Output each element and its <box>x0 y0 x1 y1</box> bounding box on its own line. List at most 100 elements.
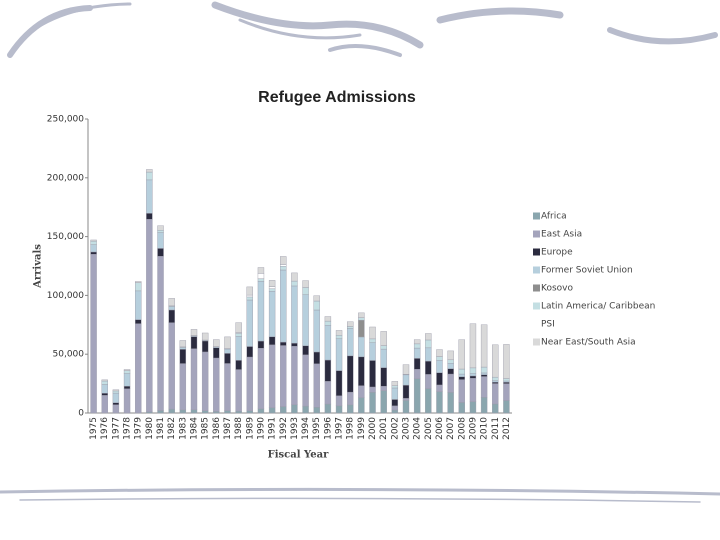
bar-segment <box>480 372 488 375</box>
legend-swatch <box>533 230 540 238</box>
bar-segment <box>469 367 477 374</box>
bar-segment <box>302 405 309 414</box>
bar-segment <box>123 369 131 371</box>
bar-segment <box>402 364 410 375</box>
x-tick-label: 1989 <box>245 417 255 440</box>
legend-swatch <box>533 284 540 292</box>
y-tick-label: 200,000 <box>47 173 84 183</box>
bar-segment <box>313 300 320 311</box>
bar-segment <box>402 374 410 386</box>
bar-segment <box>168 298 175 307</box>
bar-segment <box>492 344 499 378</box>
bar-segment <box>492 381 499 384</box>
bar-segment <box>347 391 354 406</box>
x-tick-label: 1983 <box>178 417 188 440</box>
bar-segment <box>268 280 276 287</box>
bar-segment <box>246 296 253 301</box>
bar-segment <box>369 342 376 361</box>
bar-segment <box>291 404 298 414</box>
legend-label: Former Soviet Union <box>541 266 633 276</box>
bar-segment <box>480 324 488 368</box>
bar-segment <box>179 349 187 364</box>
bar-segment <box>313 295 320 302</box>
bar-segment <box>157 232 164 249</box>
bar-segment <box>90 244 97 253</box>
x-tick-label: 1987 <box>223 417 233 440</box>
legend-swatch <box>533 248 540 256</box>
bar-segment <box>112 389 120 392</box>
x-tick-label: 1997 <box>335 417 345 440</box>
x-tick-label: 1976 <box>100 417 110 440</box>
bar-segment <box>425 374 432 389</box>
bar-segment <box>246 356 253 411</box>
bar-segment <box>458 376 465 380</box>
x-tick-label: 2001 <box>379 417 389 440</box>
bar-segment <box>146 213 153 220</box>
bar-segment <box>324 325 332 361</box>
legend-label: PSI <box>541 320 555 330</box>
bar-segment <box>402 384 410 399</box>
bar-segment <box>380 331 387 346</box>
bar-segment <box>391 381 399 386</box>
bar-segment <box>291 342 298 347</box>
bar-segment <box>480 366 488 374</box>
x-tick-label: 2009 <box>468 417 478 440</box>
y-tick-label: 50,000 <box>53 350 85 360</box>
bar-segment <box>257 281 265 342</box>
bar-segment <box>246 346 253 358</box>
bar-segment <box>246 294 253 298</box>
bar-segment <box>324 403 332 414</box>
bar-segment <box>380 385 387 391</box>
legend-label: Europe <box>541 248 573 258</box>
legend-label: Kosovo <box>541 284 573 294</box>
x-tick-label: 2005 <box>424 417 434 440</box>
legend-label: Africa <box>541 212 567 222</box>
bar-segment <box>492 376 499 381</box>
bar-segment <box>447 373 454 393</box>
x-tick-label: 1975 <box>89 417 99 440</box>
bar-segment <box>190 329 198 336</box>
bar-segment <box>425 333 432 341</box>
bar-segment <box>335 338 343 371</box>
bar-segment <box>369 360 376 388</box>
x-tick-label: 2004 <box>413 417 423 440</box>
bar-segment <box>168 309 175 323</box>
bar-segment <box>369 326 376 340</box>
bar-segment <box>101 384 108 394</box>
bar-segment <box>224 363 231 411</box>
bar-segment <box>469 375 477 379</box>
bar-segment <box>235 360 242 370</box>
x-tick-label: 2008 <box>457 417 467 440</box>
bar-segment <box>179 363 187 411</box>
x-tick-label: 1998 <box>346 417 356 440</box>
bar-segment <box>268 291 276 338</box>
bar-segment <box>436 372 443 386</box>
bar-segment <box>135 323 142 414</box>
bar-segment <box>492 380 499 383</box>
bar-segment <box>413 378 421 414</box>
bar-segment <box>380 345 387 350</box>
bar-segment <box>480 374 488 377</box>
bar-segment <box>347 355 354 393</box>
bar-segment <box>291 285 298 344</box>
bar-segment <box>168 408 175 414</box>
bar-segment <box>413 369 421 379</box>
bar-segment <box>335 370 343 396</box>
bar-segment <box>503 378 510 382</box>
bar-segment <box>447 350 454 361</box>
bar-segment <box>224 348 231 354</box>
bar-segment <box>123 373 131 387</box>
bar-segment <box>413 339 421 345</box>
bar-segment <box>90 240 97 245</box>
swoosh <box>19 497 701 503</box>
bar-segment <box>324 320 332 326</box>
bar-segment <box>480 376 488 398</box>
bar-segment <box>436 360 443 373</box>
bar-segment <box>112 390 120 394</box>
bar-segment <box>369 338 376 343</box>
x-tick-label: 1996 <box>323 417 333 440</box>
bar-segment <box>268 336 276 346</box>
bar-segment <box>458 402 465 414</box>
swoosh <box>238 18 362 40</box>
bar-segment <box>413 343 421 349</box>
